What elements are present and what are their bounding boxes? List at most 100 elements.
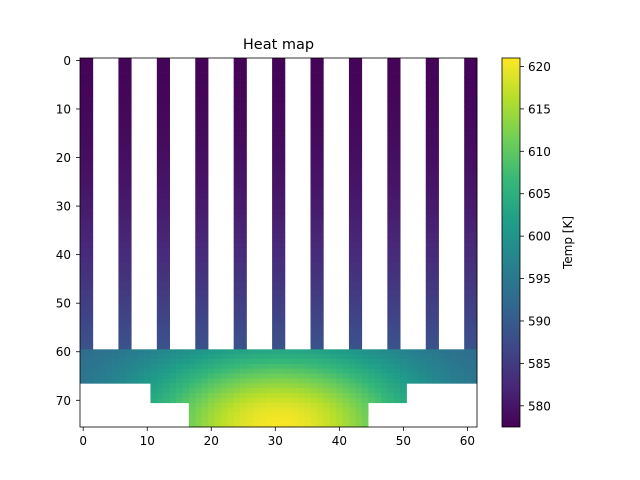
heatmap-cell <box>92 373 100 379</box>
heatmap-cell <box>451 354 459 360</box>
heatmap-cell <box>323 363 331 370</box>
heatmap-cell <box>278 383 286 389</box>
heatmap-cell <box>348 388 356 394</box>
heatmap-cell <box>195 252 203 258</box>
heatmap-cell <box>348 412 356 418</box>
heatmap-cell <box>240 291 247 297</box>
heatmap-cell <box>240 320 247 326</box>
heatmap-cell <box>272 96 279 103</box>
heatmap-cell <box>470 91 478 98</box>
heatmap-cell <box>118 344 126 350</box>
heatmap-cell <box>355 67 363 73</box>
heatmap-cell <box>156 305 164 311</box>
heatmap-cell <box>80 252 87 258</box>
heatmap-cell <box>393 320 401 326</box>
heatmap-cell <box>374 354 382 360</box>
heatmap-cell <box>131 373 138 379</box>
heatmap-cell <box>265 397 273 404</box>
heatmap-cell <box>195 135 203 141</box>
heatmap-cell <box>118 189 126 195</box>
heatmap-cell <box>201 266 209 272</box>
heatmap-cell <box>233 189 241 195</box>
heatmap-cell <box>310 116 318 122</box>
heatmap-cell <box>272 344 279 350</box>
heatmap-cell <box>86 116 94 122</box>
heatmap-cell <box>118 218 126 224</box>
heatmap-cell <box>80 281 87 287</box>
heatmap-cell <box>278 291 286 297</box>
heatmap-cell <box>278 344 286 350</box>
colorbar-tick-label: 615 <box>528 102 551 116</box>
heatmap-cell <box>118 310 126 316</box>
heatmap-cell <box>201 281 209 287</box>
heatmap-cell <box>233 368 241 374</box>
heatmap-cell <box>272 383 279 389</box>
heatmap-cell <box>118 145 126 151</box>
heatmap-cell <box>118 242 126 248</box>
heatmap-cell <box>265 412 273 418</box>
heatmap-cell <box>80 106 87 112</box>
heatmap-cell <box>163 325 170 331</box>
heatmap-cell <box>387 320 395 326</box>
heatmap-cell <box>419 378 427 384</box>
heatmap-cell <box>425 344 433 350</box>
heatmap-cell <box>361 354 369 360</box>
heatmap-cell <box>310 169 318 175</box>
heatmap-cell <box>80 339 87 345</box>
heatmap-cell <box>393 397 401 404</box>
heatmap-cell <box>240 368 247 374</box>
heatmap-cell <box>80 276 87 282</box>
heatmap-cell <box>259 363 267 370</box>
heatmap-cell <box>464 349 471 355</box>
heatmap-cell <box>240 363 247 370</box>
heatmap-cell <box>214 417 222 423</box>
heatmap-cell <box>118 91 126 98</box>
heatmap-cell <box>355 266 363 272</box>
heatmap-cell <box>278 91 286 98</box>
heatmap-cell <box>393 87 401 93</box>
heatmap-cell <box>291 417 299 423</box>
heatmap-cell <box>310 388 318 394</box>
heatmap-cell <box>118 67 126 73</box>
heatmap-cell <box>278 359 286 365</box>
heatmap-cell <box>425 87 433 93</box>
heatmap-cell <box>156 286 164 292</box>
heatmap-cell <box>355 325 363 331</box>
heatmap-cell <box>425 159 433 166</box>
heatmap-cell <box>387 203 395 209</box>
heatmap-cell <box>297 349 305 355</box>
heatmap-cell <box>470 315 478 321</box>
heatmap-cell <box>432 82 439 88</box>
heatmap-cell <box>278 218 286 224</box>
heatmap-cell <box>265 354 273 360</box>
heatmap-cell <box>425 276 433 282</box>
heatmap-cell <box>124 300 132 306</box>
heatmap-cell <box>310 111 318 117</box>
heatmap-cell <box>425 286 433 292</box>
heatmap-cell <box>387 257 395 263</box>
heatmap-cell <box>291 383 299 389</box>
heatmap-cell <box>425 320 433 326</box>
heatmap-cell <box>310 325 318 331</box>
heatmap-cell <box>124 368 132 374</box>
heatmap-cell <box>470 286 478 292</box>
heatmap-cell <box>278 295 286 302</box>
heatmap-cell <box>240 388 247 394</box>
heatmap-cell <box>464 159 471 166</box>
heatmap-cell <box>99 349 106 355</box>
heatmap-cell <box>233 344 241 350</box>
heatmap-cell <box>464 276 471 282</box>
heatmap-cell <box>156 82 164 88</box>
heatmap-cell <box>240 223 247 229</box>
heatmap-cell <box>387 300 395 306</box>
heatmap-cell <box>156 96 164 103</box>
heatmap-cell <box>182 378 190 384</box>
heatmap-cell <box>195 281 203 287</box>
heatmap-cell <box>355 295 363 302</box>
heatmap-cell <box>310 242 318 248</box>
heatmap-cell <box>393 271 401 277</box>
heatmap-cell <box>80 155 87 161</box>
heatmap-cell <box>419 354 427 360</box>
heatmap-cell <box>272 276 279 282</box>
heatmap-cell <box>444 359 452 365</box>
